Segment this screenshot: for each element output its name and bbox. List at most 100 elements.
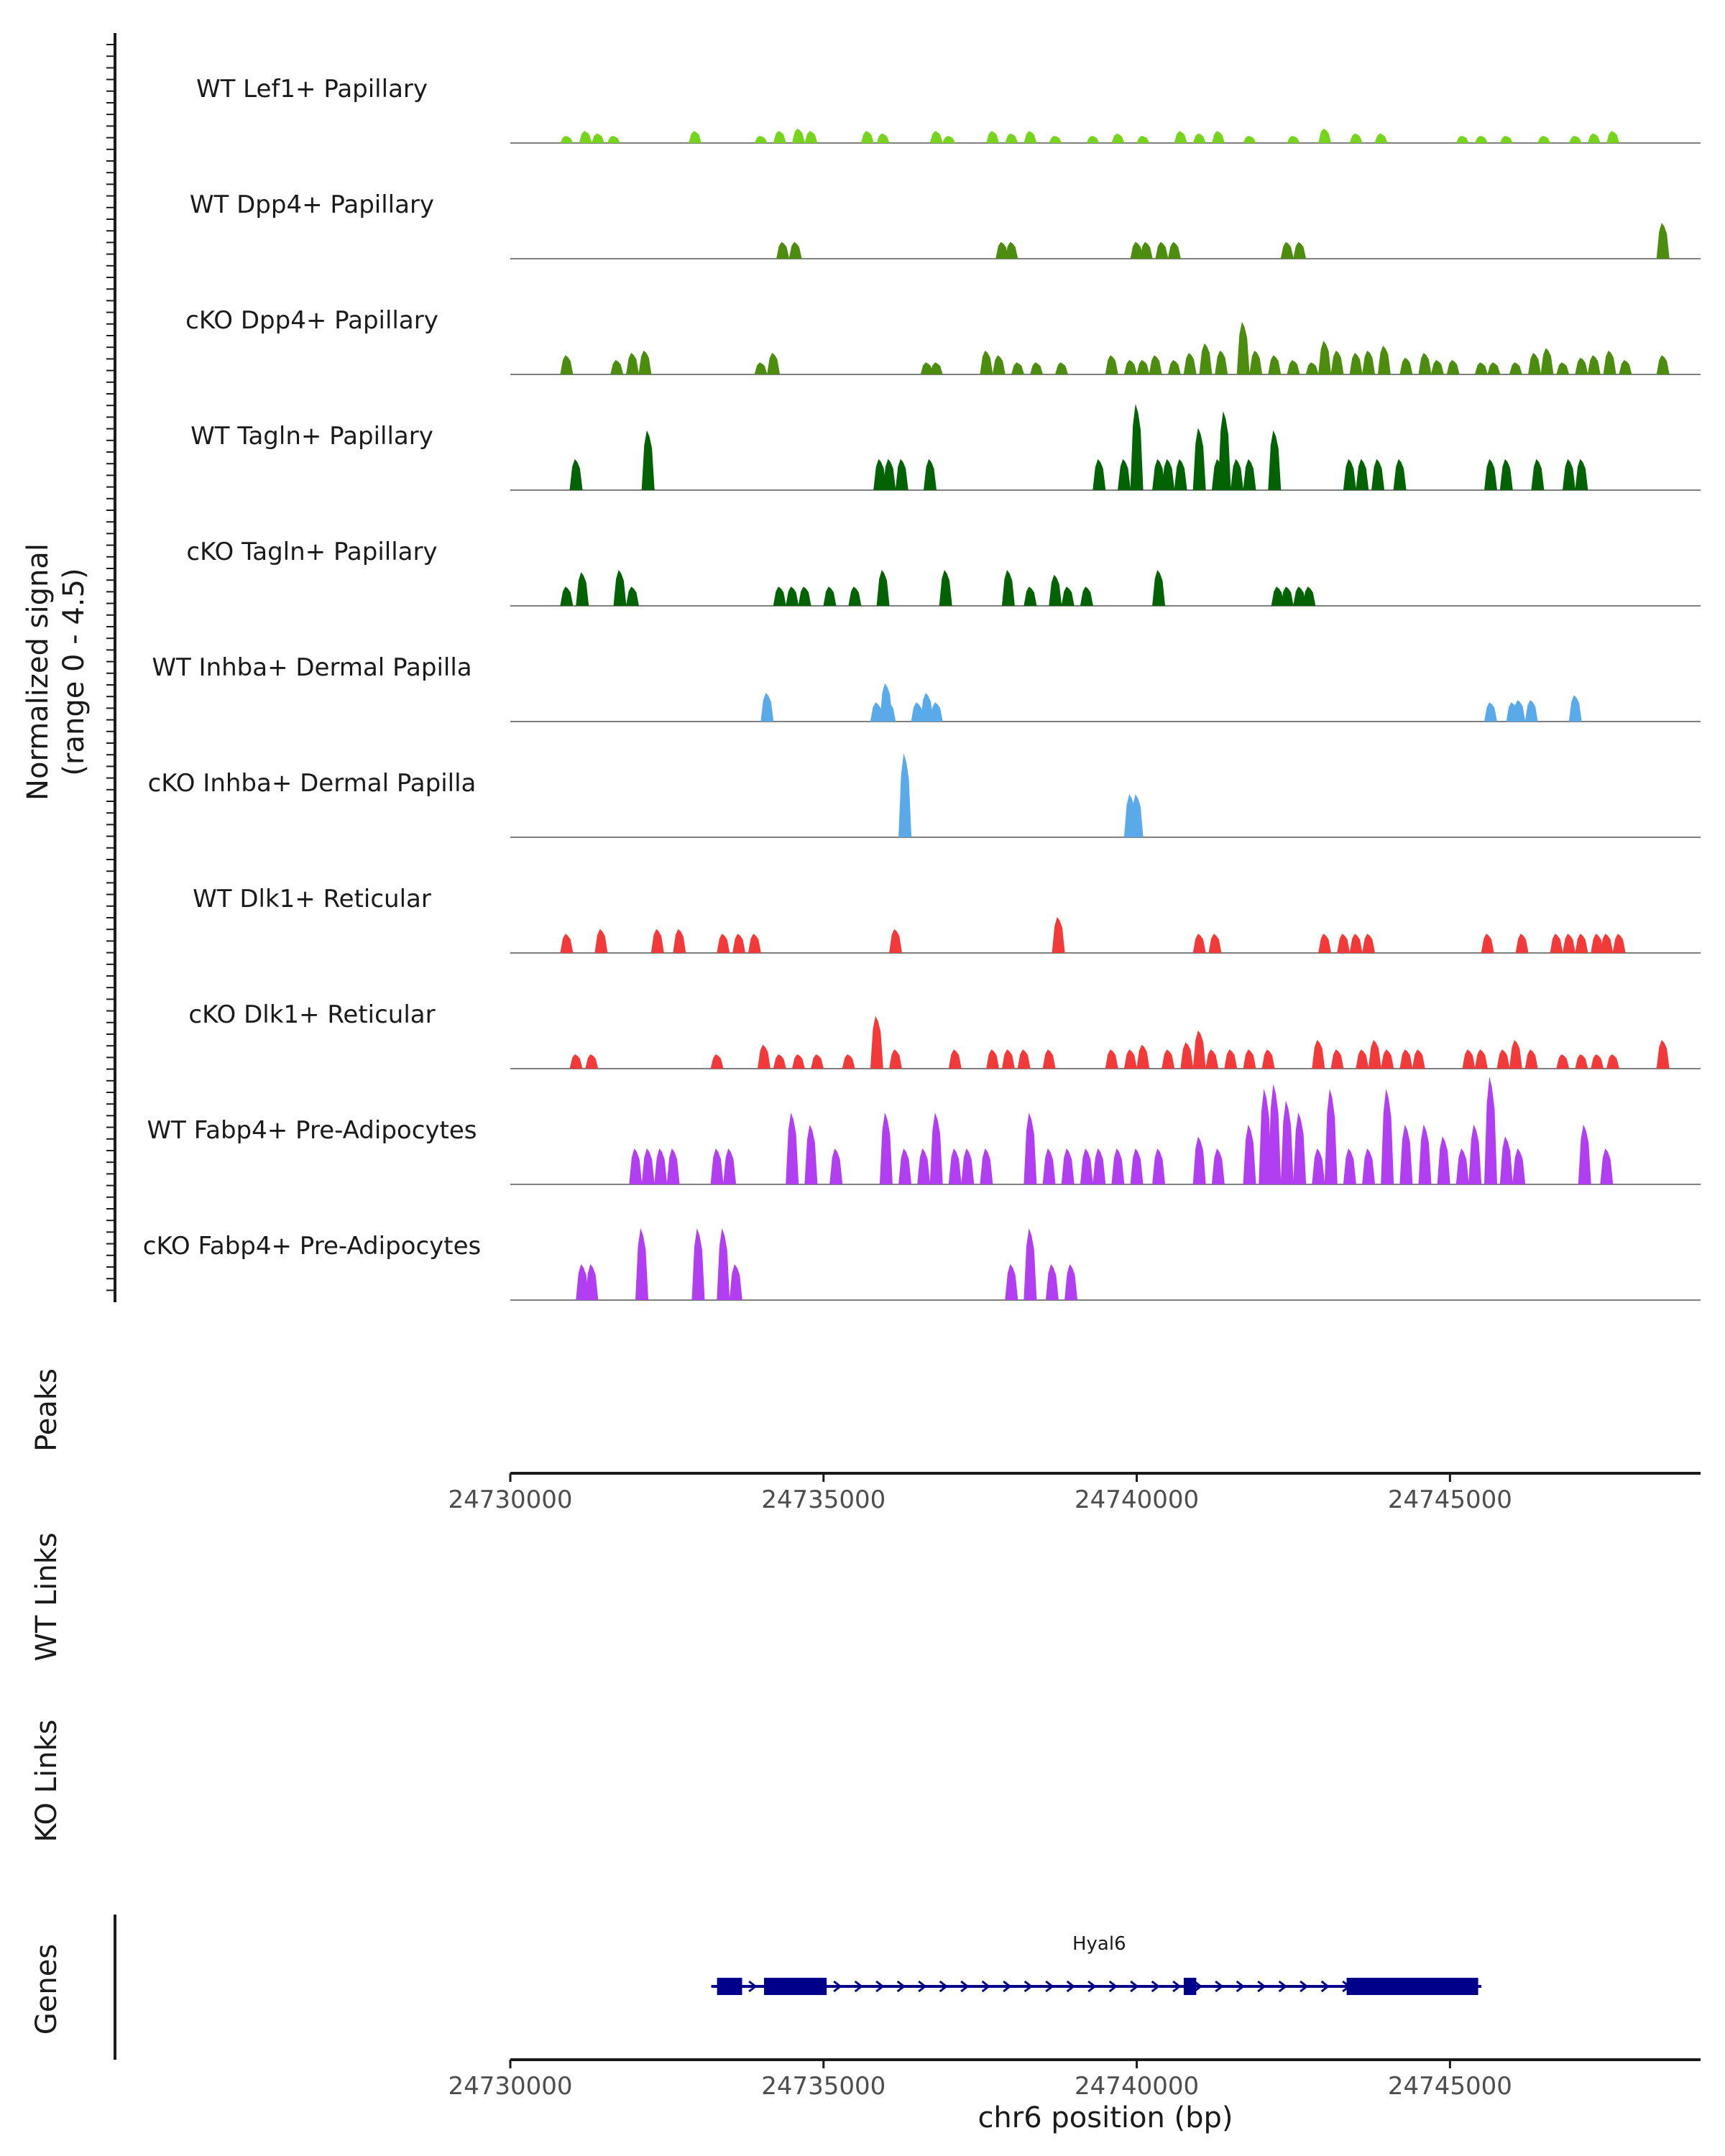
coverage-peak <box>576 1264 589 1300</box>
strand-arrow <box>1236 1980 1246 1993</box>
coverage-peak <box>1349 133 1363 143</box>
track: cKO Fabp4+ Pre-Adipocytes <box>143 1228 1701 1301</box>
coverage-peak <box>1330 350 1344 374</box>
coverage-peak <box>776 241 790 259</box>
coverage-peak <box>1356 459 1369 490</box>
coverage-peak <box>1587 355 1601 374</box>
coverage-peak <box>607 136 620 143</box>
coverage-tracks: WT Lef1+ Papillary WT Dpp4+ Papillary cKO … <box>143 75 1701 1301</box>
coverage-peak <box>723 1148 737 1184</box>
coverage-peak <box>1349 353 1363 374</box>
coverage-peak <box>1111 133 1125 143</box>
coverage-peak <box>1167 360 1181 374</box>
coverage-peak <box>1249 350 1263 374</box>
coverage-peak <box>1211 1148 1225 1184</box>
coverage-peak <box>986 131 1000 143</box>
coverage-peak <box>1496 1049 1510 1069</box>
coverage-peak <box>629 1148 643 1184</box>
coverage-peak <box>560 355 574 374</box>
coverage-peak <box>1123 1049 1137 1069</box>
coverage-peak <box>710 1054 724 1069</box>
coverage-peak <box>1591 1054 1604 1069</box>
strand-arrow <box>1024 1980 1034 1993</box>
coverage-peak <box>1011 362 1024 374</box>
coverage-peak <box>1368 1040 1381 1069</box>
coverage-peak <box>1568 695 1582 722</box>
coverage-peak <box>1484 1077 1497 1184</box>
coverage-peak <box>1312 1040 1325 1069</box>
coverage-peak <box>788 241 802 259</box>
coverage-peak <box>1474 136 1488 143</box>
coverage-peak <box>1268 1084 1282 1184</box>
coverage-peak <box>754 136 768 143</box>
coverage-peak <box>1130 1148 1144 1184</box>
coverage-peak <box>1024 131 1037 143</box>
coverage-peak <box>876 133 890 143</box>
coverage-peak <box>1330 1049 1344 1069</box>
coverage-peak <box>1362 350 1376 374</box>
coverage-peak <box>1349 934 1363 953</box>
track: WT Dlk1+ Reticular <box>193 885 1701 954</box>
strand-arrow <box>1003 1980 1012 1993</box>
coverage-peak <box>1612 934 1626 953</box>
coverage-peak <box>1418 1124 1432 1184</box>
coverage-peak <box>560 136 574 143</box>
y-axis-title-line1: Normalized signal <box>22 543 55 801</box>
coverage-peak <box>1462 1049 1476 1069</box>
coverage-peak <box>569 1054 583 1069</box>
coverage-peak <box>773 586 786 606</box>
coverage-peak <box>691 1228 705 1300</box>
coverage-peak <box>1211 131 1225 143</box>
coverage-peak <box>948 1148 962 1184</box>
track: WT Tagln+ Papillary <box>190 404 1701 491</box>
coverage-peak <box>1243 1124 1256 1184</box>
coverage-peak <box>1509 1040 1522 1069</box>
x-tick-label: 24740000 <box>1075 2072 1199 2101</box>
coverage-peak <box>1575 1054 1588 1069</box>
coverage-peak <box>1606 1054 1619 1069</box>
coverage-peak <box>1061 586 1075 606</box>
coverage-peak <box>1192 1136 1206 1184</box>
coverage-peak <box>760 693 774 722</box>
gene-exon <box>763 1978 827 1995</box>
coverage-peak <box>924 459 937 490</box>
coverage-peak <box>986 1049 1000 1069</box>
coverage-peak <box>1600 934 1614 953</box>
coverage-peak <box>1280 241 1294 259</box>
coverage-peak <box>1005 133 1018 143</box>
coverage-peak <box>1205 1049 1219 1069</box>
coverage-peak <box>948 1049 962 1069</box>
coverage-peak <box>1261 1049 1275 1069</box>
coverage-peak <box>1399 1124 1413 1184</box>
coverage-peak <box>1381 1088 1394 1184</box>
coverage-peak <box>626 586 639 606</box>
coverage-peak <box>1312 1148 1325 1184</box>
strand-arrow <box>833 1980 842 1993</box>
coverage-peak <box>929 702 943 722</box>
coverage-peak <box>1105 355 1118 374</box>
coverage-peak <box>1199 343 1213 374</box>
coverage-peak <box>804 1124 818 1184</box>
coverage-peak <box>773 131 786 143</box>
track: WT Lef1+ Papillary <box>196 75 1701 144</box>
coverage-peak <box>995 241 1009 259</box>
coverage-peak <box>1030 362 1044 374</box>
coverage-peak <box>1563 934 1576 953</box>
coverage-peak <box>641 1148 655 1184</box>
gene-exon <box>1183 1978 1197 1995</box>
coverage-peak <box>1474 1049 1488 1069</box>
coverage-peak <box>1259 1088 1272 1184</box>
coverage-peak <box>1086 136 1100 143</box>
coverage-peak <box>876 570 890 606</box>
coverage-peak <box>1528 353 1541 374</box>
coverage-peak <box>1563 459 1576 490</box>
coverage-peak <box>1293 586 1307 606</box>
strand-arrow <box>1215 1980 1224 1993</box>
wt-links-panel-label: WT Links <box>30 1532 63 1661</box>
coverage-peak <box>666 1148 680 1184</box>
track-label: WT Inhba+ Dermal Papilla <box>152 653 472 682</box>
coverage-peak <box>650 929 664 953</box>
coverage-peak <box>842 1054 855 1069</box>
coverage-peak <box>917 1148 931 1184</box>
